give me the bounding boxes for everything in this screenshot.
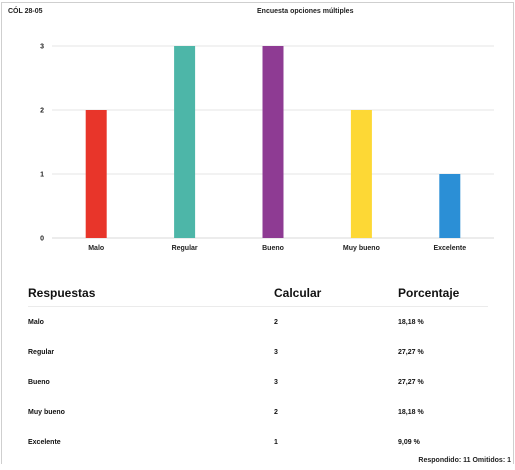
- x-tick-label: Regular: [172, 245, 198, 252]
- header-calcular: Calcular: [274, 280, 398, 307]
- report-frame: 0 1 2 3 Malo Regular Bueno Muy bueno Excelente C…: [1, 2, 514, 464]
- chart-corner-label: CÓL 28-05: [8, 8, 43, 15]
- bar-malo: [85, 110, 107, 238]
- bar-bueno: [262, 46, 284, 238]
- response-percent: 9,09 %: [398, 438, 420, 446]
- bar-chart-svg: 0 1 2 3 Malo Regular Bueno Muy bueno Excelente: [40, 44, 494, 252]
- chart-title: Encuesta opciones múltiples: [257, 8, 354, 15]
- response-count: 1: [274, 438, 278, 446]
- response-count: 3: [274, 378, 278, 386]
- header-porcentaje: Porcentaje: [398, 280, 488, 307]
- bar-muy-bueno: [350, 110, 372, 238]
- response-count: 3: [274, 348, 278, 356]
- response-label: Bueno: [28, 378, 50, 386]
- bar-regular: [174, 46, 196, 238]
- response-label: Excelente: [28, 438, 61, 446]
- response-percent: 27,27 %: [398, 348, 424, 356]
- x-tick-label: Muy bueno: [343, 245, 380, 252]
- table-row: Malo 2 18,18 %: [28, 307, 488, 338]
- response-count: 2: [274, 318, 278, 326]
- table-row: Regular 3 27,27 %: [28, 337, 488, 367]
- response-label: Muy bueno: [28, 408, 65, 416]
- table-row: Muy bueno 2 18,18 %: [28, 397, 488, 427]
- response-label: Regular: [28, 348, 55, 356]
- response-label: Malo: [28, 318, 44, 326]
- table-row: Excelente 1 9,09 %: [28, 427, 488, 457]
- y-tick-label: 3: [40, 44, 44, 51]
- header-respuestas: Respuestas: [28, 280, 274, 307]
- y-tick-label: 2: [40, 108, 44, 115]
- bar-chart: 0 1 2 3 Malo Regular Bueno Muy bueno Excelente C…: [2, 3, 513, 265]
- responses-summary: Respondido: 11 Omitidos: 1: [418, 457, 511, 464]
- table-header-row: Respuestas Calcular Porcentaje: [28, 280, 488, 307]
- response-percent: 18,18 %: [398, 408, 424, 416]
- x-tick-label: Excelente: [433, 245, 466, 252]
- bar-excelente: [439, 174, 461, 238]
- y-tick-label: 0: [40, 236, 44, 243]
- response-percent: 27,27 %: [398, 378, 424, 386]
- x-tick-label: Bueno: [262, 245, 284, 252]
- table-row: Bueno 3 27,27 %: [28, 367, 488, 397]
- x-tick-label: Malo: [88, 245, 104, 252]
- y-tick-label: 1: [40, 172, 44, 179]
- response-percent: 18,18 %: [398, 318, 424, 326]
- response-count: 2: [274, 408, 278, 416]
- results-table: Respuestas Calcular Porcentaje Malo 2 18…: [28, 280, 488, 457]
